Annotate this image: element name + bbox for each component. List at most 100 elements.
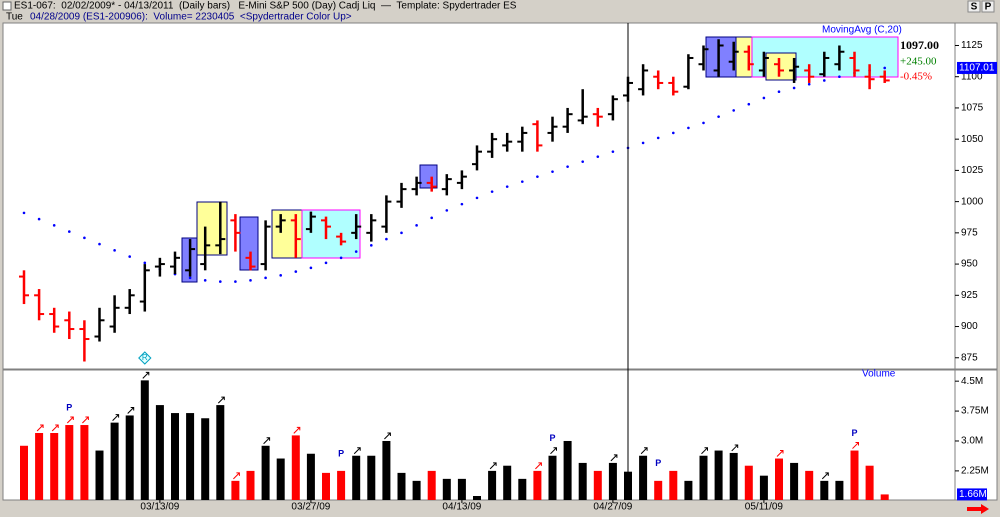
ma-dot xyxy=(113,249,116,252)
volume-bar xyxy=(397,472,406,500)
pattern-box xyxy=(239,216,259,271)
ma-dot xyxy=(656,136,660,140)
y-tick-label: 1075 xyxy=(961,103,984,114)
volume-bar xyxy=(578,462,587,500)
ma-dot xyxy=(732,109,735,112)
ma-dot xyxy=(672,131,675,135)
volume-bar xyxy=(367,455,376,500)
change-percent: -0.45% xyxy=(900,71,932,83)
ma-dot xyxy=(611,150,615,153)
ma-dot xyxy=(777,90,781,94)
button-s[interactable] xyxy=(967,0,981,13)
ma-dot xyxy=(385,237,388,241)
scroll-arrow xyxy=(967,504,989,514)
volume-arrow xyxy=(51,424,59,432)
pattern-marker: P xyxy=(851,428,857,438)
volume-arrow xyxy=(610,454,618,462)
x-tick-label: 05/11/09 xyxy=(745,502,784,513)
ma-dot xyxy=(490,190,494,193)
volume-axis-marker xyxy=(957,488,987,501)
x-tick-label: 03/27/09 xyxy=(291,502,330,513)
volume-bar xyxy=(880,494,889,500)
ma-dot xyxy=(551,170,554,173)
ma-dot xyxy=(430,216,434,220)
ma-dot xyxy=(234,280,237,283)
ma-dot xyxy=(445,209,449,212)
volume-bar xyxy=(155,405,164,500)
ma-dot xyxy=(536,175,539,178)
volume-bar xyxy=(80,425,89,500)
volume-arrow xyxy=(384,432,391,440)
volume-arrow xyxy=(217,396,225,404)
volume-bar xyxy=(201,418,210,500)
volume-bar xyxy=(125,415,134,500)
volume-bar xyxy=(699,455,708,500)
volume-bar xyxy=(457,478,466,500)
volume-arrow xyxy=(731,444,739,452)
volume-arrow xyxy=(127,406,135,414)
ma-legend: MovingAvg (C,20) xyxy=(822,25,902,36)
y-tick-label: 950 xyxy=(961,259,978,270)
ma-dot xyxy=(370,244,373,247)
volume-axis-label: 1.66M xyxy=(959,489,987,500)
y-tick-label: 900 xyxy=(961,321,978,332)
y-tick-label: 1100 xyxy=(961,71,983,82)
ma-dot xyxy=(475,196,479,200)
x-tick-label: 04/27/09 xyxy=(593,502,632,513)
menu-icon[interactable] xyxy=(2,1,12,11)
ma-dot xyxy=(143,261,147,265)
volume-bar xyxy=(744,465,753,500)
price-pane xyxy=(2,22,956,370)
volume-bar xyxy=(382,440,391,500)
last-close: 1097.00 xyxy=(900,38,939,52)
volume-bar xyxy=(246,470,255,500)
ma-axis-marker xyxy=(957,61,997,74)
volume-bar xyxy=(442,478,451,500)
volume-arrow xyxy=(640,447,648,455)
ma-dot xyxy=(294,270,298,273)
volume-bar xyxy=(684,480,693,500)
change: +245.00 xyxy=(900,56,937,68)
ma-dot xyxy=(505,185,509,188)
volume-arrow xyxy=(82,416,89,424)
ma-dot xyxy=(339,256,343,260)
button-p[interactable] xyxy=(981,0,995,13)
ma-dot xyxy=(838,75,841,79)
ma-dot xyxy=(203,279,207,282)
volume-bar xyxy=(759,475,768,500)
ma-dot xyxy=(641,141,645,145)
ma-dot xyxy=(460,202,464,206)
volume-bar xyxy=(186,413,195,500)
ma-dot xyxy=(309,266,313,270)
ma-dot xyxy=(68,230,71,233)
y-tick-label: 875 xyxy=(961,352,978,363)
volume-bar xyxy=(714,450,723,500)
ma-dot xyxy=(52,224,56,227)
ma-dot xyxy=(249,279,252,282)
y-tick-label: 1025 xyxy=(961,165,984,176)
volume-arrow xyxy=(36,424,44,432)
marker-diamond xyxy=(138,351,152,365)
volume-bar xyxy=(261,445,270,500)
y-tick-label: 975 xyxy=(961,227,978,238)
ma-dot xyxy=(823,79,826,82)
volume-bar xyxy=(835,480,844,500)
volume-arrow xyxy=(293,426,301,434)
volume-bar xyxy=(850,450,859,500)
volume-arrow xyxy=(852,442,859,449)
ma-dot xyxy=(219,280,222,283)
ma-dot xyxy=(324,261,328,265)
ma-dot xyxy=(807,82,811,86)
volume-arrow xyxy=(112,414,120,421)
volume-bar xyxy=(291,435,300,500)
ma-dot xyxy=(264,276,267,280)
volume-bar xyxy=(820,480,829,500)
ma-dot xyxy=(37,217,41,221)
ma-dot xyxy=(581,160,584,163)
info-line: 04/28/2009 (ES1-200906): Volume= 2230405… xyxy=(30,12,352,23)
volume-arrow xyxy=(821,472,829,480)
y-tick-label: 925 xyxy=(961,290,978,301)
pattern-marker: P xyxy=(655,458,661,468)
volume-bar xyxy=(639,455,648,500)
